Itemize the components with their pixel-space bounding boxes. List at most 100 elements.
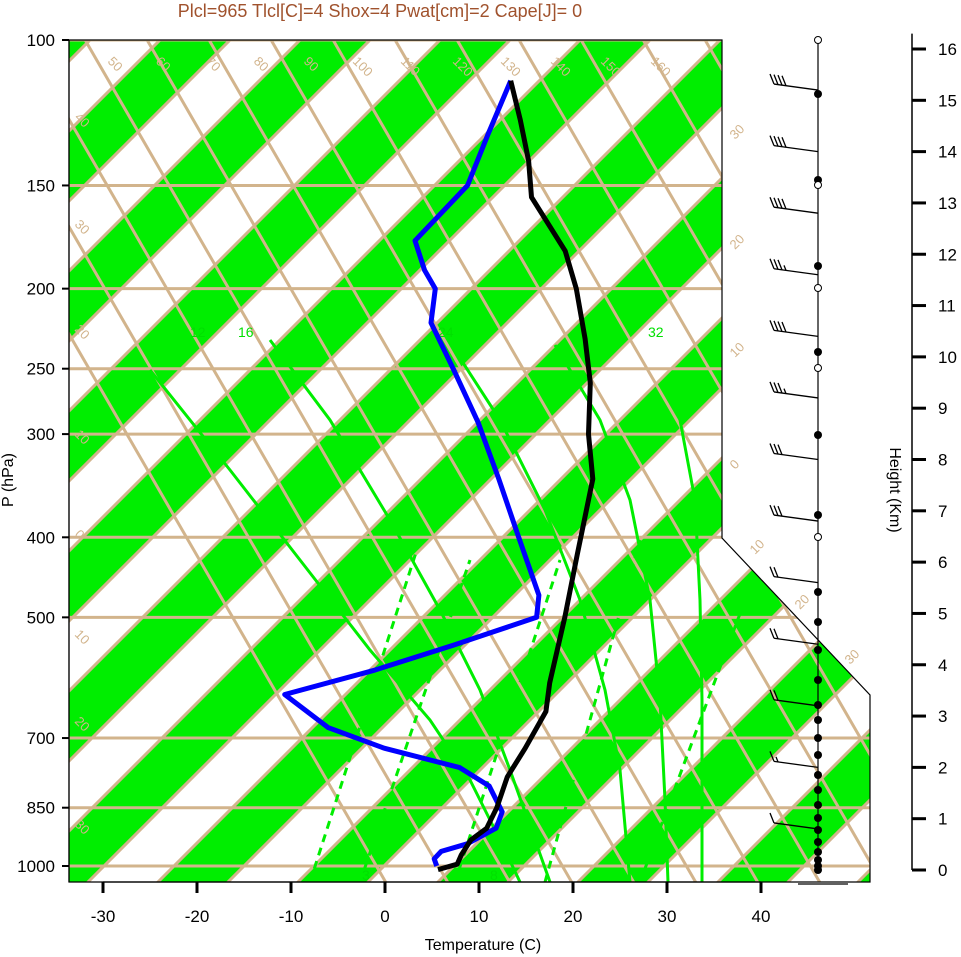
green-band [69,40,830,882]
dashed-mixing-line [543,539,642,882]
wind-level-dot [814,801,822,809]
isotherm-right-label: 30 [842,646,863,667]
height-tick-label: 11 [938,297,956,316]
isotherm-line [488,40,870,882]
isotherm-line [0,0,60,900]
mixing-ratio-label: 16 [238,324,254,340]
y-tick-label: 700 [27,729,55,748]
x-tick-label: 0 [380,907,389,926]
open-level-marker [814,181,822,189]
wind-barb [769,320,819,337]
x-tick-label: -20 [185,907,210,926]
dashed-mixing-line [638,559,762,882]
temperature-axis: -30 -20 -10 0 10 20 30 40 [91,881,771,926]
dewpoint-profile [282,79,542,867]
height-tick-label: 10 [938,348,957,367]
wind-barb [769,812,819,830]
adiabat-line [246,40,770,882]
isotherm-lines [0,0,961,900]
temperature-profile [437,80,596,873]
chart-title: Plcl=965 Tlcl[C]=4 Shox=4 Pwat[cm]=2 Cap… [178,1,582,21]
mixing-ratio-label: 32 [648,324,664,340]
dashed-line-label: 8 [490,867,498,883]
green-band [69,40,690,882]
x-tick-label: 30 [658,907,677,926]
wind-level-dot [814,848,822,856]
open-level-marker [814,36,822,44]
adiabat-line [618,40,870,882]
wind-level-dot [814,838,822,846]
height-tick-label: 7 [938,502,947,521]
y-tick-label: 400 [27,528,55,547]
wind-barb [769,73,819,91]
adiabat-line [69,40,584,882]
isotherm-line [69,40,272,882]
open-level-marker [814,533,822,541]
adiabat-line [69,40,522,882]
height-axis-label: Height (Km) [886,447,903,532]
wind-level-dot [814,866,822,874]
dashed-mixing-line [308,539,422,882]
isotherm-left-label: 10 [72,627,93,648]
isotherm-right-label: 10 [727,339,748,360]
isotherm-label: 130 [498,54,524,80]
wind-level-dot [814,676,822,684]
dashed-line-label: 3 [362,867,370,883]
wind-barb [769,627,819,645]
height-tick-label: 2 [938,758,947,777]
open-level-marker [814,284,822,292]
height-tick-label: 15 [938,91,957,110]
mixing-ratio-curve [268,339,552,882]
isotherm-label: 50 [105,54,126,75]
adiabat-line [370,40,870,882]
isotherm-line [69,40,622,882]
green-band [69,40,550,882]
wind-level-dot [814,826,822,834]
height-tick-label: 8 [938,451,947,470]
wind-level-dot [814,618,822,626]
y-tick-label: 1000 [17,857,55,876]
green-band [560,40,870,882]
open-level-marker [814,364,822,372]
height-tick-label: 5 [938,604,947,623]
height-tick-label: 13 [938,194,957,213]
x-axis-label: Temperature (C) [425,937,541,954]
height-tick-label: 9 [938,399,947,418]
isotherm-line [69,40,412,882]
adiabat-line [432,40,870,882]
green-bands [69,40,870,882]
x-tick-label: -30 [91,907,116,926]
isotherm-right-label: 10 [747,536,768,557]
wind-barb [769,196,819,214]
wind-level-dot [814,348,822,356]
wind-level-dot [814,431,822,439]
wind-level-dot [814,716,822,724]
isotherm-line [418,40,870,882]
mixing-ratio-curve [553,344,670,882]
dashed-mixing-line [453,559,562,882]
y-tick-label: 850 [27,799,55,818]
wind-barb-column [769,36,848,885]
wind-level-dot [814,734,822,742]
dashed-mixing-line [358,559,472,882]
wind-barb [769,751,819,769]
y-tick-label: 250 [27,360,55,379]
sounding-profiles [282,79,596,873]
green-band [420,40,870,882]
x-tick-label: 40 [752,907,771,926]
height-tick-label: 1 [938,810,947,829]
isotherm-line [69,40,482,882]
x-tick-label: 10 [470,907,489,926]
height-tick-label: 3 [938,707,947,726]
isotherm-line [698,40,870,882]
isotherm-line [628,40,870,882]
isotherm-line [910,0,961,900]
mixing-ratio-label: 12 [190,324,206,340]
wind-level-dot [814,588,822,596]
x-tick-label: -10 [279,907,304,926]
wind-level-dot [814,786,822,794]
y-axis-label: P (hPa) [0,453,17,507]
height-tick-label: 14 [938,143,957,162]
isotherm-line [69,40,342,882]
